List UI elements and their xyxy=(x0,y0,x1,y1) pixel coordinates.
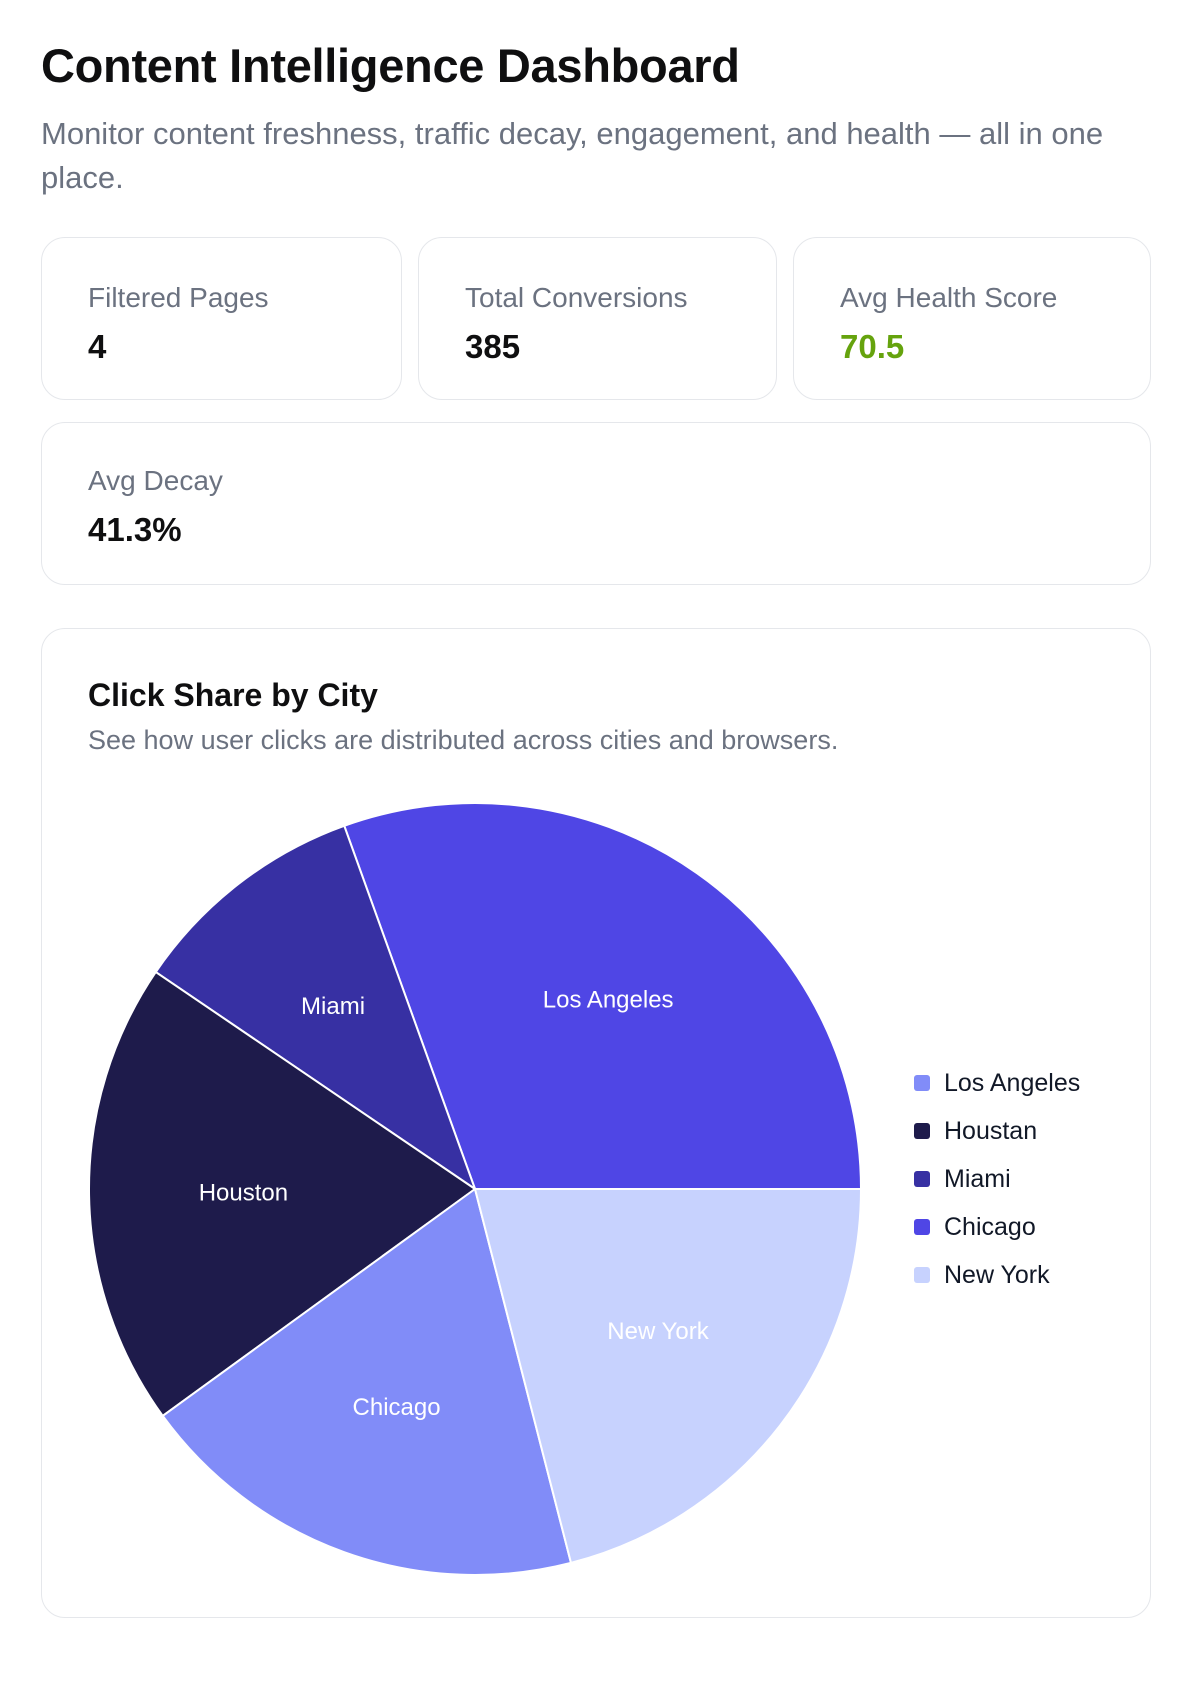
legend-swatch xyxy=(914,1123,930,1139)
legend-label: Los Angeles xyxy=(944,1068,1081,1097)
pie-slice-label: Houston xyxy=(199,1180,288,1207)
legend-label: Houstan xyxy=(944,1116,1038,1145)
stat-label: Avg Health Score xyxy=(840,282,1058,313)
page-title: Content Intelligence Dashboard xyxy=(41,39,740,92)
stat-value: 70.5 xyxy=(840,328,905,365)
pie-slice-label: Los Angeles xyxy=(543,987,674,1014)
pie-slice-label: New York xyxy=(607,1318,709,1345)
stat-value: 385 xyxy=(465,328,521,365)
chart-title: Click Share by City xyxy=(88,677,378,713)
stat-value: 4 xyxy=(88,328,107,365)
legend-item[interactable]: Houstan xyxy=(914,1107,1080,1155)
pie-slice-new-york[interactable] xyxy=(473,1188,863,1565)
stat-card-avg-health-score: Avg Health Score 70.5 xyxy=(793,237,1151,400)
pie-slice-chicago[interactable] xyxy=(161,1187,573,1576)
legend-label: Miami xyxy=(944,1164,1011,1193)
legend-item[interactable]: Miami xyxy=(914,1155,1080,1203)
stat-value: 41.3% xyxy=(88,511,182,548)
pie-slice-los-angeles[interactable] xyxy=(342,802,863,1190)
pie-chart: Los Angeles Miami Houston Chicago New York xyxy=(88,802,863,1576)
legend-item[interactable]: Los Angeles xyxy=(914,1059,1080,1107)
pie-slice-label: Miami xyxy=(301,993,365,1020)
stat-card-avg-decay: Avg Decay 41.3% xyxy=(41,422,1151,585)
pie-slice-houston[interactable] xyxy=(88,970,477,1418)
legend-swatch xyxy=(914,1171,930,1187)
legend-swatch xyxy=(914,1075,930,1091)
stat-label: Avg Decay xyxy=(88,465,223,496)
pie-slice-miami[interactable] xyxy=(154,824,477,1192)
stat-label: Filtered Pages xyxy=(88,282,269,313)
chart-card: Click Share by City See how user clicks … xyxy=(41,628,1151,1618)
legend-item[interactable]: New York xyxy=(914,1251,1080,1299)
legend-swatch xyxy=(914,1267,930,1283)
pie-slice-label: Chicago xyxy=(353,1394,441,1421)
chart-legend: Los Angeles Houstan Miami Chicago New York xyxy=(914,1059,1080,1299)
legend-label: Chicago xyxy=(944,1212,1036,1241)
stat-card-filtered-pages: Filtered Pages 4 xyxy=(41,237,402,400)
chart-subtitle: See how user clicks are distributed acro… xyxy=(88,725,839,755)
stat-card-total-conversions: Total Conversions 385 xyxy=(418,237,777,400)
legend-item[interactable]: Chicago xyxy=(914,1203,1080,1251)
page-subtitle: Monitor content freshness, traffic decay… xyxy=(41,116,1104,195)
legend-label: New York xyxy=(944,1260,1050,1289)
stat-label: Total Conversions xyxy=(465,282,688,313)
legend-swatch xyxy=(914,1219,930,1235)
